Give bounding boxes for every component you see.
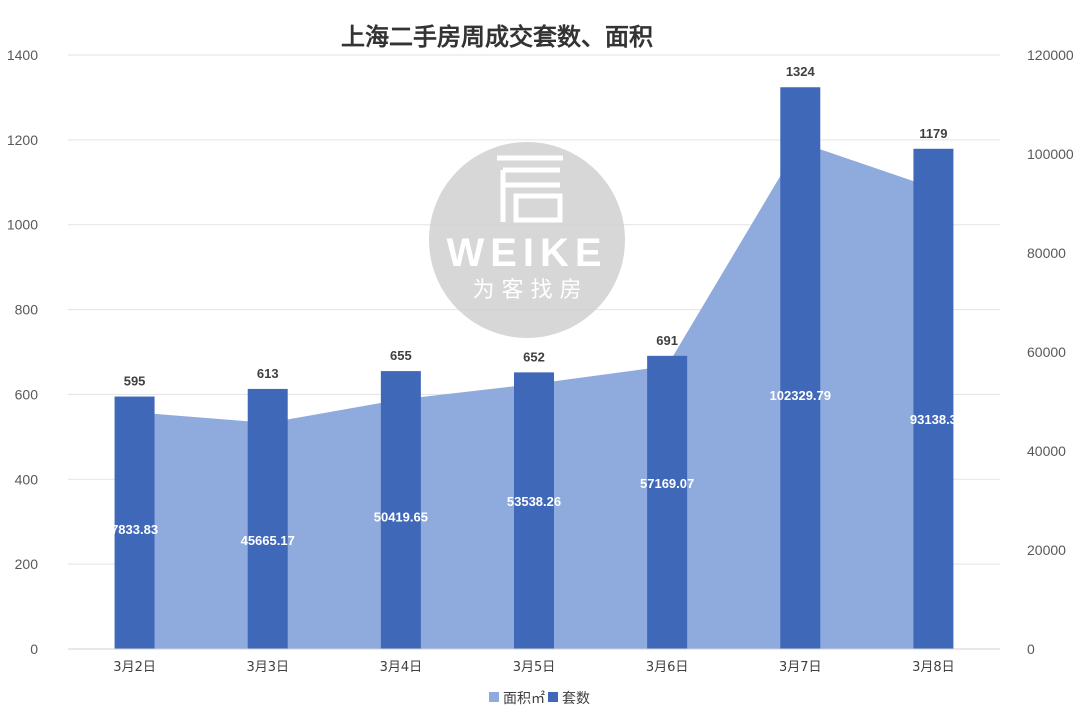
- y-right-tick-label: 100000: [1027, 146, 1074, 162]
- y-right-tick-label: 0: [1027, 641, 1035, 657]
- bar: [114, 396, 155, 649]
- bar-value-label: 613: [257, 366, 279, 381]
- y-left-tick-label: 1400: [7, 47, 38, 63]
- bar-value-label: 1324: [786, 64, 816, 79]
- bar: [647, 355, 688, 649]
- area-value-label: 45665.17: [241, 533, 295, 548]
- legend-swatch-area: [489, 692, 499, 702]
- legend-label-bar: 套数: [562, 691, 590, 707]
- y-left-tick-label: 1000: [7, 217, 38, 233]
- bar: [514, 372, 554, 649]
- y-right-tick-label: 80000: [1027, 245, 1066, 261]
- area-value-label: 57169.07: [640, 476, 694, 491]
- bar-value-label: 1179: [919, 126, 947, 141]
- area-value-label: 102329.79: [770, 388, 831, 403]
- bar-series: [114, 87, 954, 649]
- y-right-tick-label: 120000: [1027, 47, 1074, 63]
- watermark: WEIKE 为 客 找 房: [429, 142, 625, 338]
- bar: [380, 371, 421, 649]
- y-left-tick-label: 600: [15, 386, 39, 402]
- x-tick-label: 3月8日: [912, 660, 955, 675]
- legend-label-area: 面积㎡: [503, 691, 545, 707]
- area-value-label: 7833.83: [111, 522, 158, 537]
- legend-swatch-bar: [548, 692, 558, 702]
- x-tick-label: 3月3日: [246, 660, 289, 675]
- watermark-tagline: 为 客 找 房: [473, 278, 582, 303]
- bar-value-label: 691: [656, 333, 678, 348]
- x-tick-label: 3月2日: [113, 660, 156, 675]
- y-left-tick-label: 200: [15, 556, 39, 572]
- area-value-label: 93138.3: [910, 412, 957, 427]
- x-tick-label: 3月4日: [380, 660, 423, 675]
- y-right-tick-label: 60000: [1027, 344, 1066, 360]
- x-tick-label: 3月5日: [513, 660, 556, 675]
- data-labels: 595 613 655 652 691 1324 1179 7833.83 45665.17 50…: [111, 64, 957, 548]
- bar-value-label: 595: [124, 374, 146, 389]
- house-glyph-icon: [497, 155, 563, 223]
- bar: [247, 388, 288, 649]
- y-left-tick-label: 1200: [7, 132, 38, 148]
- bar: [780, 87, 821, 649]
- y-right-tick-label: 20000: [1027, 542, 1066, 558]
- y-left-tick-label: 0: [30, 641, 38, 657]
- y-left-tick-label: 400: [15, 471, 39, 487]
- y-left-tick-label: 800: [15, 302, 39, 318]
- bar-value-label: 655: [390, 348, 412, 363]
- bar-value-label: 652: [523, 349, 545, 364]
- watermark-logo: WEIKE: [446, 231, 607, 275]
- bar: [913, 148, 954, 649]
- x-tick-label: 3月6日: [646, 660, 689, 675]
- x-tick-label: 3月7日: [779, 660, 822, 675]
- area-value-label: 50419.65: [374, 509, 428, 524]
- watermark-circle: [429, 142, 625, 338]
- axes: 0 200 400 600 800 1000 1200 1400 0 20000 40000 6000…: [7, 47, 1074, 675]
- legend: 面积㎡ 套数: [489, 691, 590, 707]
- y-right-tick-label: 40000: [1027, 443, 1066, 459]
- area-value-label: 53538.26: [507, 494, 561, 509]
- chart-title: 上海二手房周成交套数、面积: [341, 23, 653, 51]
